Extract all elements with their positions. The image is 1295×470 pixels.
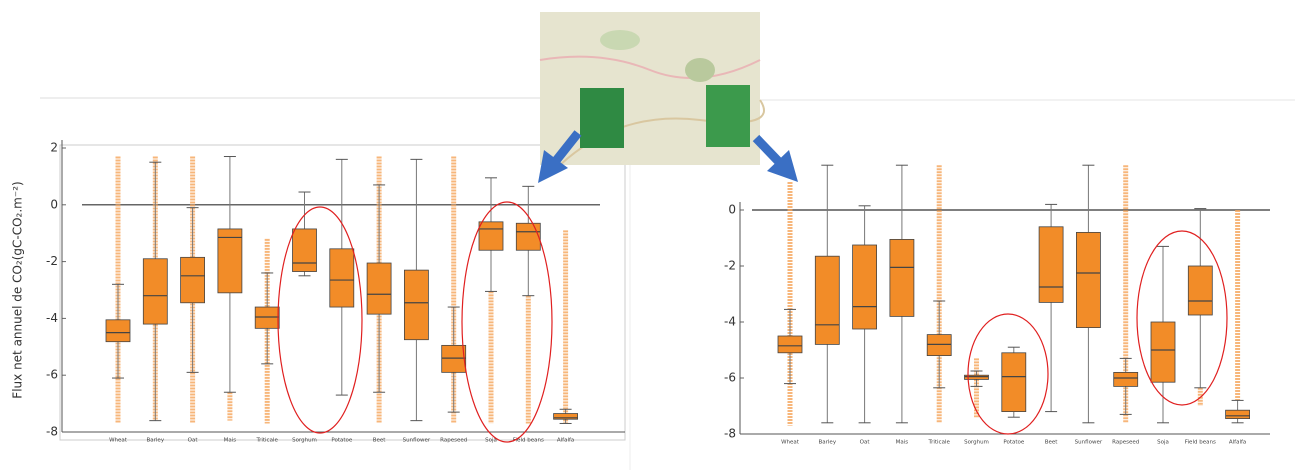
x-tick-label: Rapeseed <box>440 438 467 444</box>
highlight-ellipse <box>461 201 553 443</box>
box <box>964 374 989 380</box>
box <box>1076 231 1101 328</box>
box <box>478 221 504 251</box>
map-inset <box>539 12 765 166</box>
x-tick-label: Field beans <box>513 438 544 444</box>
x-tick-label: Alfalfa <box>557 438 574 444</box>
box <box>1038 226 1064 303</box>
highlight-ellipse <box>277 206 363 434</box>
x-tick-label: Field beans <box>1185 440 1216 446</box>
x-tick-label: Rapeseed <box>1112 440 1139 446</box>
arrow <box>551 130 582 165</box>
arrows <box>538 130 798 183</box>
box <box>852 244 877 330</box>
x-tick-label: Wheat <box>109 438 128 444</box>
map-area <box>600 30 640 50</box>
box <box>889 238 915 317</box>
box <box>1150 321 1176 383</box>
box <box>515 222 541 251</box>
x-tick-label: Triticale <box>928 440 951 446</box>
y-tick-label: -2 <box>46 254 58 268</box>
highlights <box>277 201 1228 443</box>
y-axis-label: Flux net annuel de CO₂(gC-CO₂.m⁻²) <box>11 181 25 398</box>
box <box>142 258 168 325</box>
box <box>1225 409 1250 420</box>
x-tick-label: Barley <box>819 440 837 446</box>
x-tick-label: Wheat <box>781 440 800 446</box>
plots: 2 0 -2 -4 -6 -8 Wheat Barley Oat Mais Triticale Sor… <box>46 140 1270 446</box>
box <box>329 248 355 308</box>
x-tick-label: Oat <box>188 438 199 444</box>
x-tick-label: Soja <box>485 438 497 444</box>
y-tick-label: 0 <box>728 203 736 217</box>
x-tick-label: Sunflower <box>1075 440 1103 446</box>
map-road <box>539 55 761 79</box>
y-tick-label: 2 <box>50 141 58 155</box>
box <box>1001 352 1027 412</box>
box <box>777 335 803 354</box>
map-field <box>706 85 750 147</box>
y-tick-label: -4 <box>46 311 58 325</box>
box <box>1113 371 1139 387</box>
x-tick-label: Triticale <box>256 438 279 444</box>
x-tick-label: Oat <box>860 440 871 446</box>
box <box>553 413 578 420</box>
box <box>105 319 131 343</box>
y-tick-label: 0 <box>50 197 58 211</box>
y-tick-label: -4 <box>724 315 736 329</box>
box <box>254 306 280 329</box>
x-tick-label: Barley <box>147 438 165 444</box>
y-tick-label: -6 <box>46 368 58 382</box>
x-tick-label: Beet <box>1045 440 1059 446</box>
plot-frame <box>59 144 626 441</box>
box <box>403 269 429 341</box>
box <box>180 256 206 304</box>
x-tick-label: Sunflower <box>403 438 431 444</box>
arrow-head <box>538 150 568 183</box>
highlight-ellipse <box>967 313 1049 435</box>
box <box>441 344 467 373</box>
box <box>926 334 952 357</box>
box <box>1187 265 1213 316</box>
highlight-ellipse <box>1136 230 1228 406</box>
box <box>292 228 317 272</box>
x-tick-label: Mais <box>224 438 237 444</box>
y-tick-label: -2 <box>724 259 736 273</box>
box <box>366 262 392 315</box>
y-tick-label: -8 <box>724 427 736 441</box>
x-tick-label: Potatoe <box>331 438 353 444</box>
box <box>217 228 243 294</box>
y-tick-label: -6 <box>724 371 736 385</box>
x-tick-label: Alfalfa <box>1229 440 1246 446</box>
arrow <box>752 134 784 167</box>
x-tick-label: Sorghum <box>964 440 989 446</box>
box <box>814 255 840 345</box>
x-tick-label: Sorghum <box>292 438 317 444</box>
x-tick-label: Soja <box>1157 440 1169 446</box>
x-tick-label: Beet <box>373 438 387 444</box>
map-field <box>580 88 624 148</box>
x-tick-label: Potatoe <box>1003 440 1025 446</box>
y-tick-label: -8 <box>46 425 58 439</box>
map-area <box>685 58 715 82</box>
x-tick-label: Mais <box>896 440 909 446</box>
arrow-head <box>767 150 798 182</box>
